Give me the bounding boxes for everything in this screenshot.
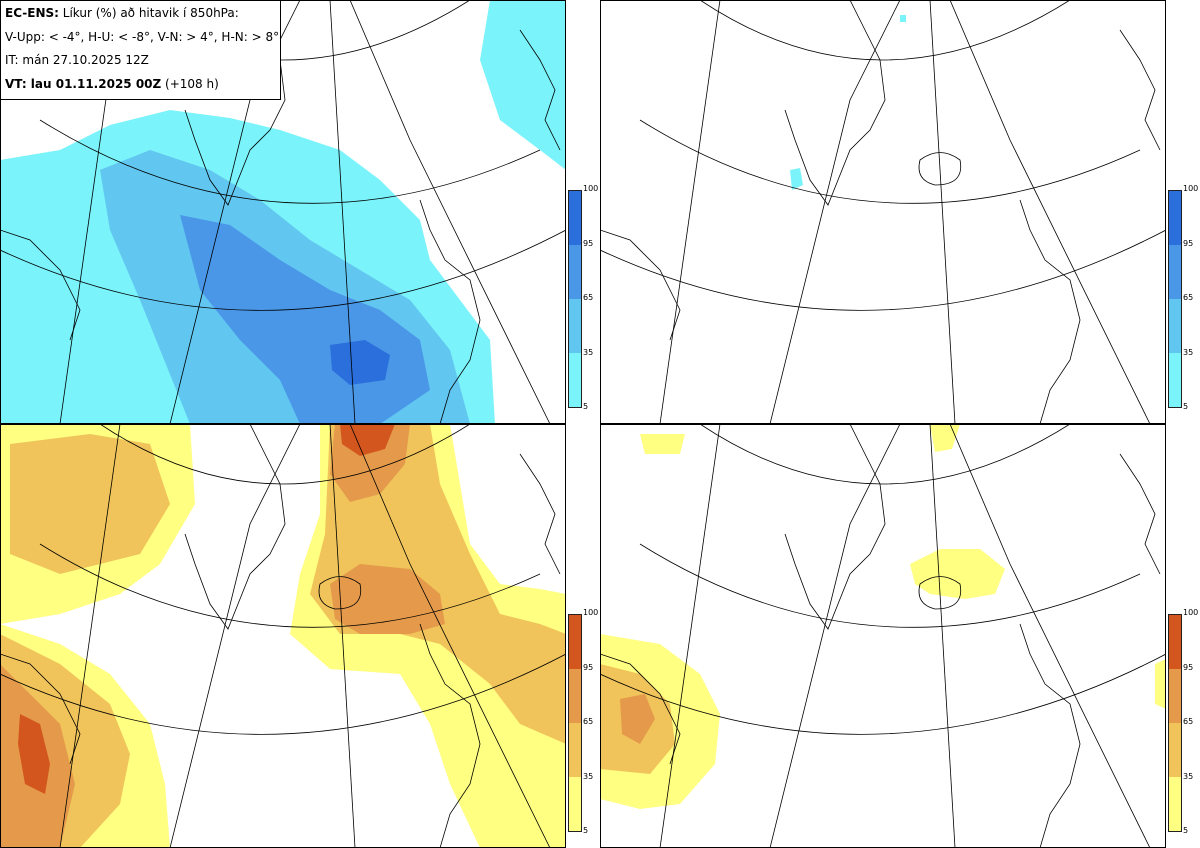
prob-5-35-nw [640,434,685,454]
cb-tick-95: 95 [1183,239,1194,248]
cb-tick-5: 5 [583,826,589,835]
cb-tick-100: 100 [583,608,599,617]
prob-5-35-ne [480,0,566,170]
cb-tick-100: 100 [583,184,599,193]
category-legend: V-Upp: < -4°, H-U: < -8°, V-N: > 4°, H-N… [5,29,280,44]
prob-95-100-sw [18,714,50,794]
lead-time: (+108 h) [165,76,219,91]
cb-seg-95-100 [1169,191,1181,245]
map-panel-warm-gt-4 [0,424,566,848]
prob-5-35-ne [900,15,906,22]
cb-tick-65: 65 [1183,717,1194,726]
prob-65-95-sw [620,694,655,744]
cb-tick-95: 95 [583,239,594,248]
cb-tick-35: 35 [583,772,594,781]
cb-tick-95: 95 [1183,663,1194,672]
cb-tick-65: 65 [583,293,594,302]
cb-tick-100: 100 [1183,184,1199,193]
prob-5-35 [790,168,803,190]
cb-tick-65: 65 [1183,293,1194,302]
coastlines [600,0,1161,424]
cb-seg-5-35 [569,777,581,831]
init-time: IT: mán 27.10.2025 12Z [5,53,149,67]
cb-seg-95-100 [569,615,581,669]
prob-5-35-central [910,549,1005,599]
prob-95-100 [330,340,390,385]
prob-5-35-east [1155,659,1166,709]
cb-seg-35-65 [1169,299,1181,353]
graticule [600,424,1166,848]
graticule [600,0,1166,424]
cb-tick-5: 5 [1183,402,1189,411]
colorbar-blue-top-right [1168,190,1182,408]
prob-35-65-east [310,424,566,744]
chart-title: Líkur (%) að hitavik í 850hPa: [62,6,239,20]
map-cold-lt-minus4 [0,0,566,424]
cb-tick-100: 100 [1183,608,1199,617]
cb-seg-95-100 [569,191,581,245]
cb-seg-65-95 [1169,669,1181,723]
map-panel-warm-gt-8 [600,424,1166,848]
cb-seg-5-35 [1169,353,1181,407]
cb-tick-35: 35 [583,348,594,357]
colorbar-orange-bottom-right [1168,614,1182,832]
cb-seg-35-65 [569,299,581,353]
model-label: EC-ENS: [5,6,59,20]
prob-65-95-central [330,564,445,634]
cb-tick-5: 5 [583,402,589,411]
cb-tick-95: 95 [583,663,594,672]
cb-seg-65-95 [569,669,581,723]
cb-tick-35: 35 [1183,348,1194,357]
valid-time: VT: lau 01.11.2025 00Z [5,76,162,91]
map-panel-cold-lt-minus4: EC-ENS: Líkur (%) að hitavik í 850hPa: V… [0,0,566,424]
cb-seg-65-95 [569,245,581,299]
prob-5-35-north [930,424,960,452]
cb-seg-95-100 [1169,615,1181,669]
cb-seg-35-65 [1169,723,1181,777]
graticule [0,424,566,848]
prob-35-65-west [10,434,170,574]
cb-seg-35-65 [569,723,581,777]
map-cold-lt-minus8 [600,0,1166,424]
cb-seg-65-95 [1169,245,1181,299]
cb-seg-5-35 [569,353,581,407]
cb-tick-35: 35 [1183,772,1194,781]
cb-tick-5: 5 [1183,826,1189,835]
map-warm-gt-4 [0,424,566,848]
cb-seg-5-35 [1169,777,1181,831]
colorbar-blue-top-left [568,190,582,408]
map-warm-gt-8 [600,424,1166,848]
colorbar-orange-bottom-left [568,614,582,832]
map-panel-cold-lt-minus8 [600,0,1166,424]
cb-tick-65: 65 [583,717,594,726]
header-info-box: EC-ENS: Líkur (%) að hitavik í 850hPa: V… [0,0,281,100]
